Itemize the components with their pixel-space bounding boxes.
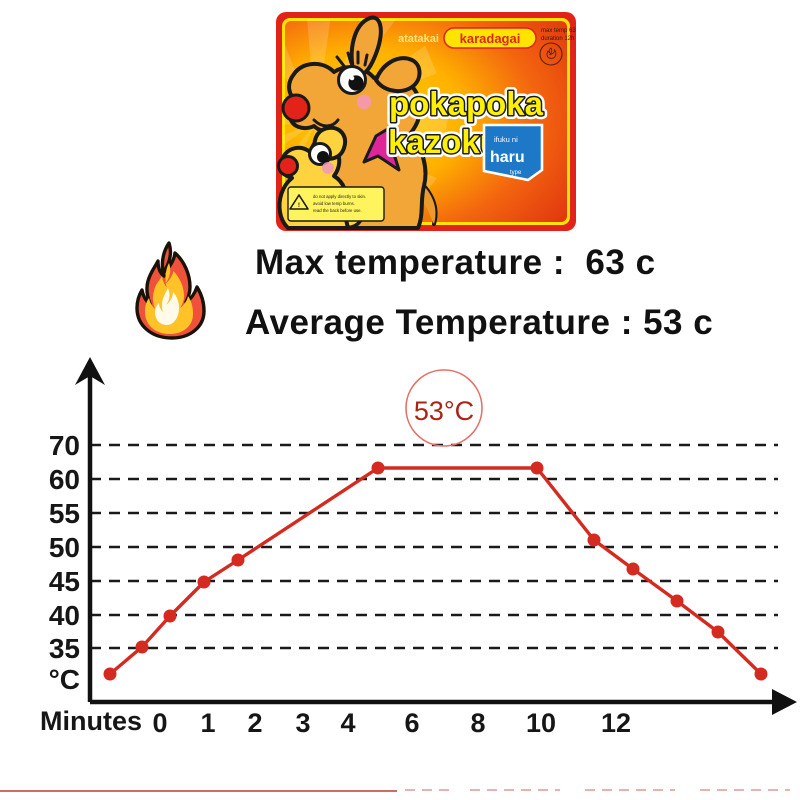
svg-text:40: 40 <box>49 600 80 631</box>
svg-text:Minutes: Minutes <box>40 706 142 736</box>
svg-text:3: 3 <box>295 708 310 738</box>
svg-text:1: 1 <box>200 708 215 738</box>
svg-text:53°C: 53°C <box>414 396 474 426</box>
svg-text:10: 10 <box>526 708 556 738</box>
svg-text:60: 60 <box>49 464 80 495</box>
svg-text:0: 0 <box>152 708 167 738</box>
svg-text:2: 2 <box>247 708 262 738</box>
svg-text:12: 12 <box>601 708 631 738</box>
svg-text:4: 4 <box>340 708 355 738</box>
svg-text:6: 6 <box>404 708 419 738</box>
svg-text:70: 70 <box>49 430 80 461</box>
svg-text:°C: °C <box>49 664 80 695</box>
svg-text:55: 55 <box>49 498 80 529</box>
svg-text:45: 45 <box>49 566 80 597</box>
svg-text:50: 50 <box>49 532 80 563</box>
svg-text:8: 8 <box>470 708 485 738</box>
svg-text:35: 35 <box>49 633 80 664</box>
